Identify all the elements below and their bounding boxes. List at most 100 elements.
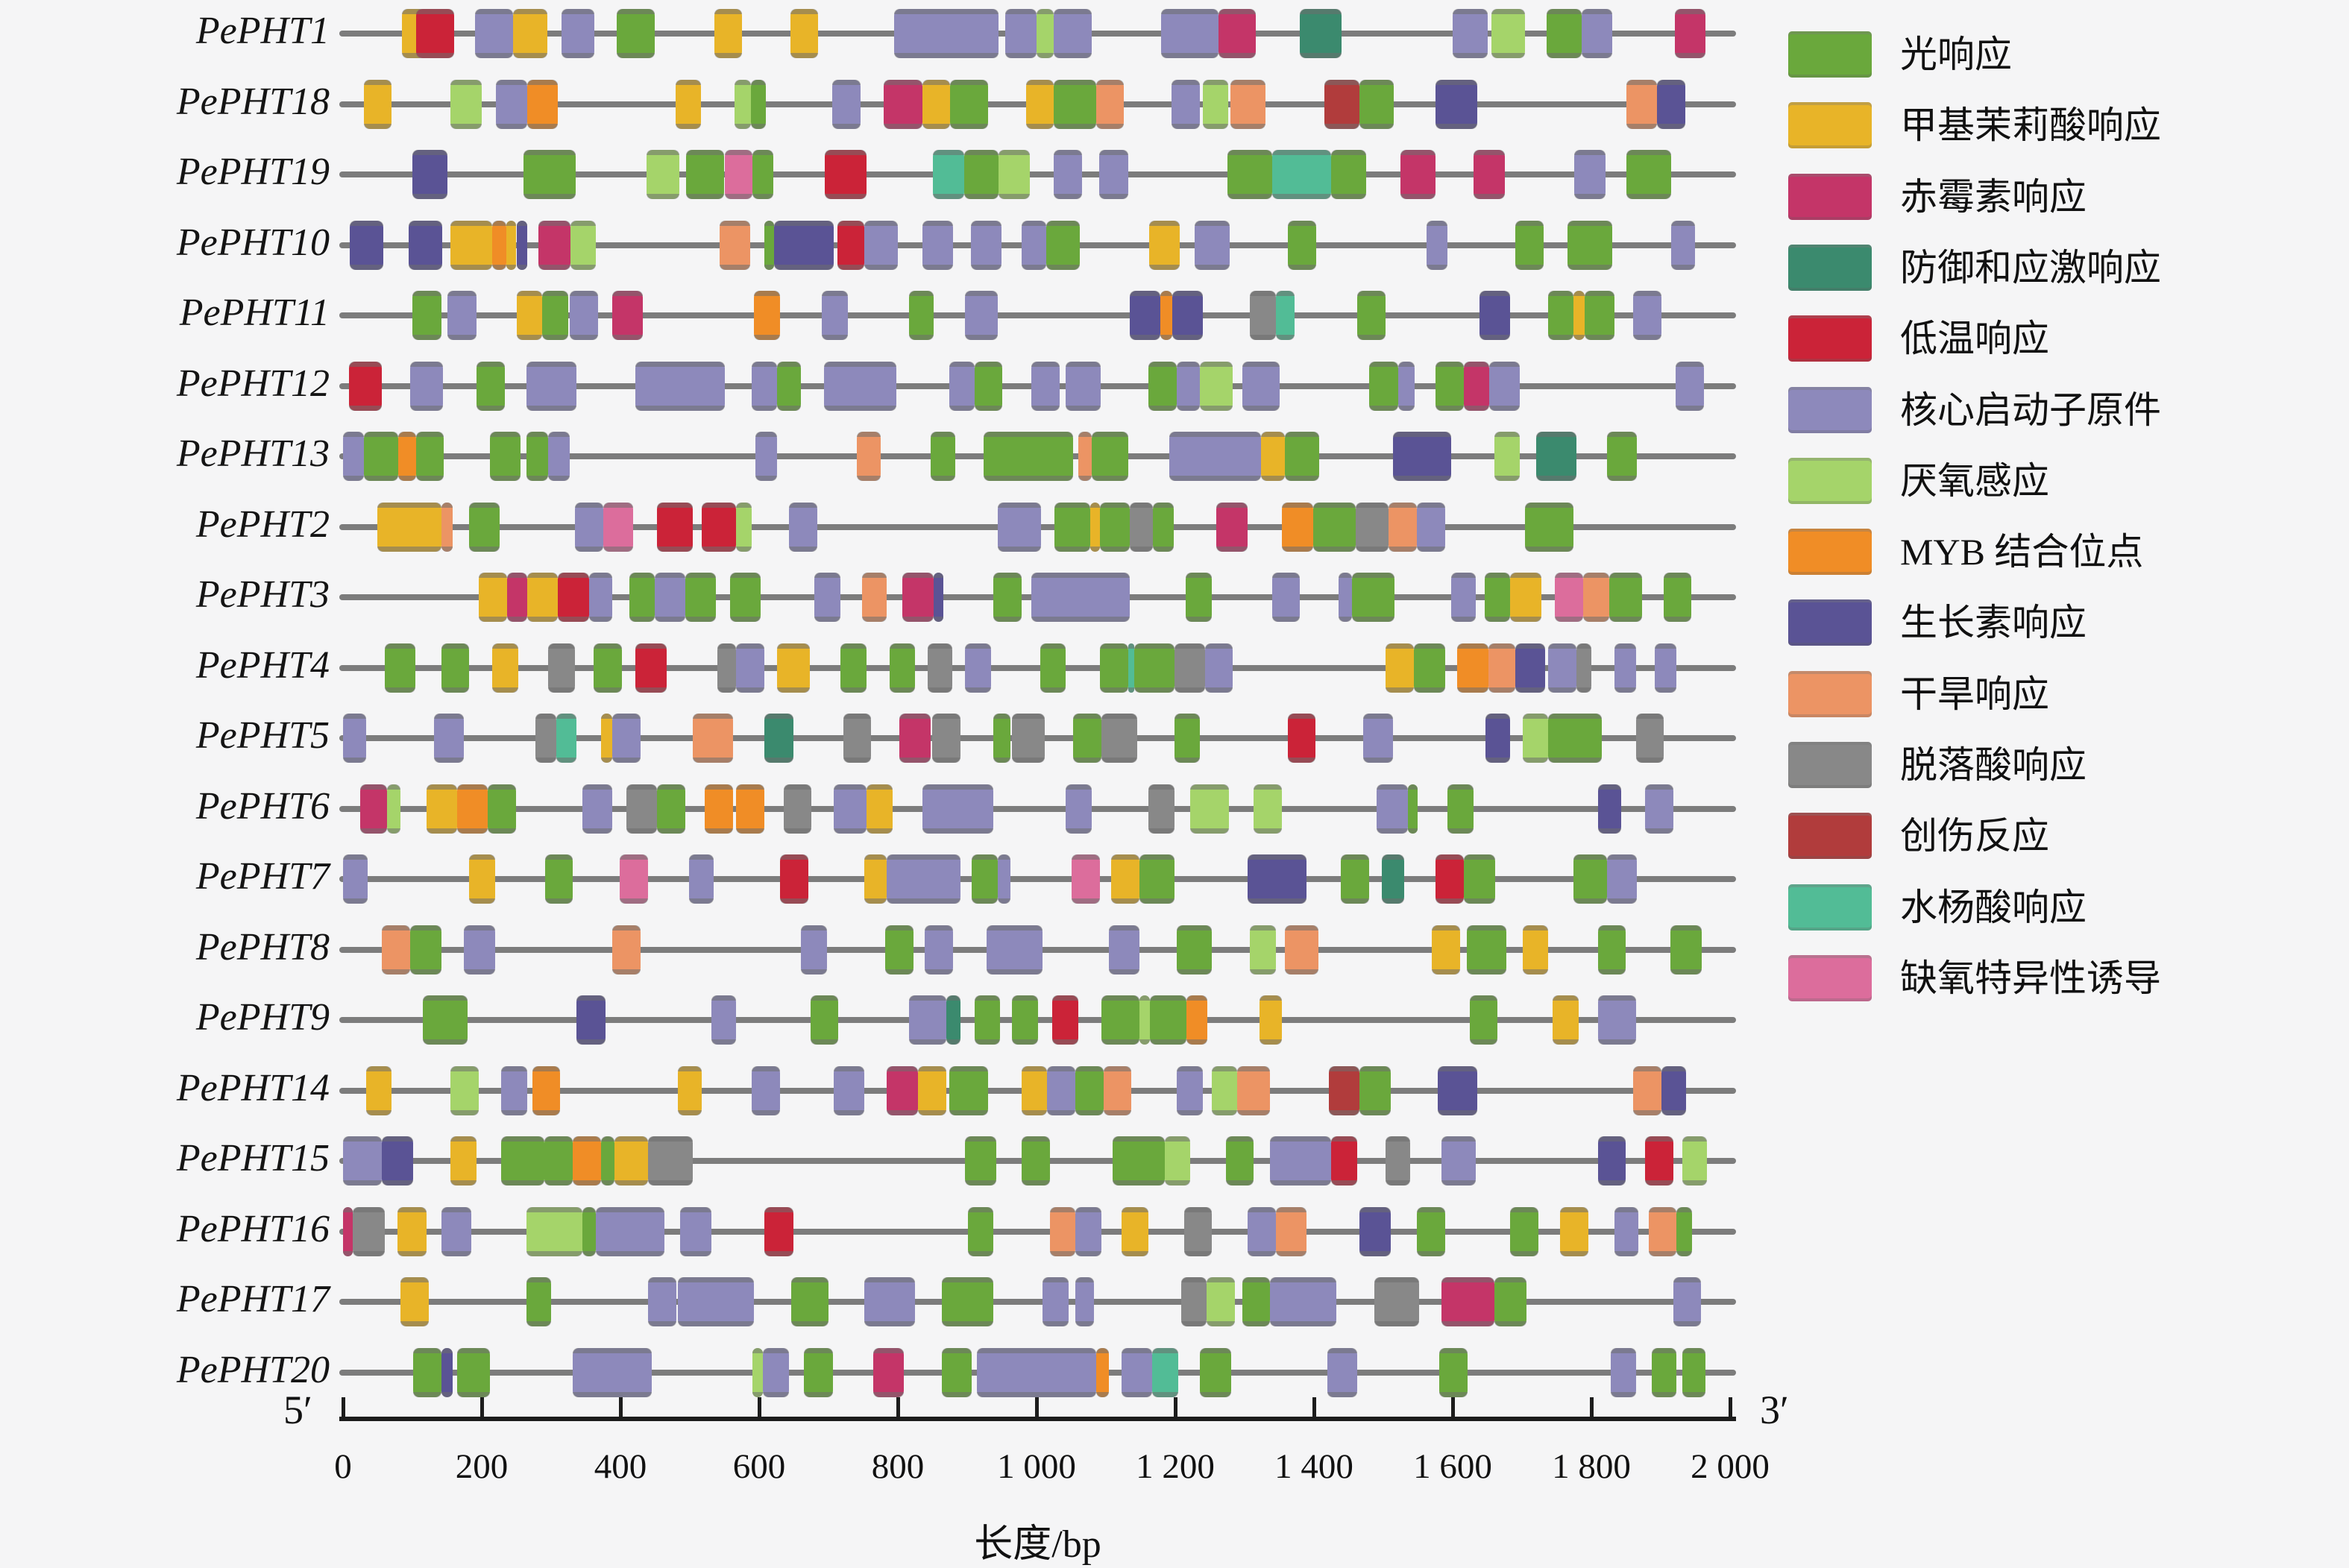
cis-element-box-hypoxia xyxy=(1554,573,1583,622)
cis-element-box-core xyxy=(1426,220,1447,270)
cis-element-box-light xyxy=(1548,291,1574,340)
cis-element-box-meja xyxy=(1026,79,1054,129)
cis-element-box-auxin xyxy=(1485,714,1511,763)
cis-element-box-light xyxy=(967,1206,994,1256)
cis-element-box-drought xyxy=(1626,79,1658,129)
cis-element-box-meja xyxy=(397,1206,427,1256)
legend-swatch-ga xyxy=(1788,173,1872,220)
axis-tick-label: 400 xyxy=(594,1447,647,1486)
cis-element-box-light xyxy=(993,573,1022,622)
legend-label-sa: 水杨酸响应 xyxy=(1900,886,2087,928)
cis-element-box-light xyxy=(1149,995,1187,1045)
cis-element-box-drought xyxy=(857,432,881,481)
cis-element-box-anaerobic xyxy=(1522,714,1549,763)
cis-element-box-anaerobic xyxy=(735,79,752,129)
cis-element-box-anaerobic xyxy=(1139,995,1150,1045)
axis-tick-label: 2 000 xyxy=(1691,1447,1770,1486)
cis-element-box-auxin xyxy=(441,1347,453,1397)
cis-element-box-defense xyxy=(946,995,960,1045)
axis-title: 长度/bp xyxy=(974,1523,1101,1566)
legend-swatch-wound xyxy=(1788,813,1872,860)
promoter-line xyxy=(339,805,1736,812)
cis-element-box-core xyxy=(800,925,828,975)
cis-element-box-core xyxy=(1632,291,1662,340)
axis-tick-label: 1 000 xyxy=(997,1447,1076,1486)
cis-element-box-light xyxy=(1466,925,1506,975)
cis-element-box-light xyxy=(1040,643,1066,693)
gene-label: PePHT6 xyxy=(195,784,330,828)
cis-element-box-meja xyxy=(527,573,559,622)
cis-element-box-sa xyxy=(556,714,577,763)
legend-swatch-light xyxy=(1788,31,1872,78)
cis-element-box-auxin xyxy=(1657,79,1685,129)
cis-element-box-light xyxy=(412,291,442,340)
gene-label: PePHT18 xyxy=(176,80,330,123)
cis-element-box-anaerobic xyxy=(647,150,680,199)
cis-element-box-light xyxy=(629,573,655,622)
cis-element-box-cold xyxy=(837,220,865,270)
cis-element-box-cold xyxy=(657,502,694,552)
cis-element-box-myb xyxy=(1456,643,1489,693)
cis-element-box-light xyxy=(975,995,1001,1045)
cis-element-box-light xyxy=(1227,150,1273,199)
gene-label: PePHT12 xyxy=(176,362,330,405)
five-prime-label: 5′ xyxy=(283,1388,312,1432)
cis-element-box-core xyxy=(925,925,954,975)
gene-label: PePHT16 xyxy=(176,1207,330,1250)
cis-element-box-anaerobic xyxy=(1200,361,1233,411)
cis-element-box-light xyxy=(526,432,549,481)
cis-element-box-light xyxy=(1484,573,1511,622)
cis-element-box-auxin xyxy=(1129,291,1160,340)
cis-element-box-sa xyxy=(1128,643,1135,693)
cis-element-box-light xyxy=(1200,1347,1232,1397)
cis-element-box-ga xyxy=(343,1206,353,1256)
cis-element-box-drought xyxy=(1275,1206,1306,1256)
cis-element-box-drought xyxy=(861,573,887,622)
cis-element-box-drought xyxy=(1236,1065,1271,1115)
cis-element-box-auxin xyxy=(1515,643,1545,693)
cis-element-box-cold xyxy=(1287,714,1316,763)
cis-element-box-core xyxy=(1397,361,1415,411)
cis-element-box-core xyxy=(679,1206,711,1256)
cis-element-box-light xyxy=(488,784,517,834)
cis-element-box-anaerobic xyxy=(570,220,596,270)
cis-element-box-light xyxy=(941,1347,972,1397)
cis-element-box-ga xyxy=(899,714,931,763)
cis-element-box-core xyxy=(1204,643,1233,693)
cis-element-box-aba xyxy=(1184,1206,1213,1256)
axis-tick-label: 600 xyxy=(732,1447,786,1486)
cis-element-box-anaerobic xyxy=(1165,1136,1191,1186)
cis-element-box-core xyxy=(495,79,528,129)
cis-element-box-ga xyxy=(1400,150,1436,199)
cis-element-box-sa xyxy=(932,150,965,199)
gene-label: PePHT14 xyxy=(176,1066,330,1109)
cis-element-box-ga xyxy=(1216,502,1248,552)
cis-element-box-auxin xyxy=(516,220,528,270)
axis-tick xyxy=(480,1397,484,1417)
cis-element-box-core xyxy=(711,995,737,1045)
cis-element-box-light xyxy=(1609,573,1642,622)
cis-element-box-anaerobic xyxy=(1037,9,1054,58)
cis-element-box-aba xyxy=(1374,1277,1420,1326)
cis-element-box-auxin xyxy=(576,995,606,1045)
cis-element-box-meja xyxy=(400,1277,430,1326)
cis-element-box-drought xyxy=(611,925,641,975)
cis-element-box-core xyxy=(548,432,570,481)
legend-label-cold: 低温响应 xyxy=(1900,318,2049,360)
cis-element-box-light xyxy=(469,502,500,552)
cis-element-box-meja xyxy=(512,9,548,58)
cis-element-box-wound xyxy=(1328,1065,1360,1115)
cis-element-box-light xyxy=(1651,1347,1677,1397)
cis-element-box-myb xyxy=(491,220,506,270)
cis-element-box-meja xyxy=(676,79,702,129)
cis-element-box-ga xyxy=(360,784,387,834)
legend-swatch-defense xyxy=(1788,244,1872,291)
gene-label: PePHT15 xyxy=(176,1137,330,1180)
cis-element-box-core xyxy=(833,784,867,834)
cis-element-box-meja xyxy=(516,291,543,340)
cis-element-box-aba xyxy=(548,643,575,693)
cis-element-box-core xyxy=(1614,643,1636,693)
cis-element-box-auxin xyxy=(409,220,442,270)
cis-element-box-light xyxy=(600,1136,614,1186)
cis-element-box-light xyxy=(1463,854,1495,904)
